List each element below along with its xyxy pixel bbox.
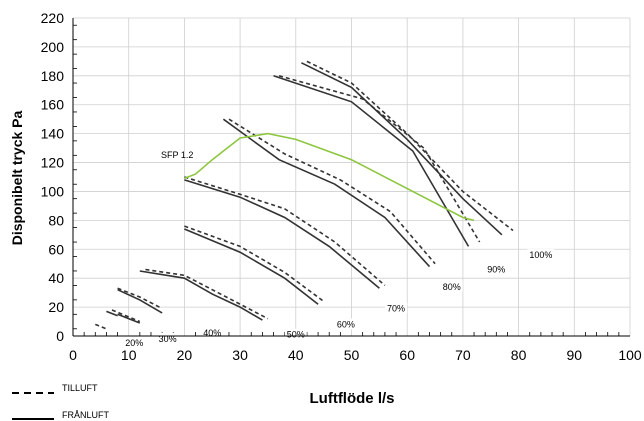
grid (72, 17, 631, 337)
x-tick-label: 0 (69, 347, 77, 363)
fan-speed-label-bg (440, 280, 463, 292)
tilluft-curve-70 (184, 176, 386, 287)
fan-speed-label: 80% (440, 280, 463, 292)
fan-speed-label: 30% (156, 332, 179, 344)
x-tick-label: 90 (567, 347, 583, 363)
fan-speed-label: 90% (485, 263, 508, 275)
franluft-curve-100 (301, 62, 503, 236)
y-tick-label: 60 (48, 241, 64, 257)
y-tick-label: 200 (41, 39, 65, 55)
fan-speed-text: 30% (159, 334, 177, 344)
fan-speed-text: 40% (203, 328, 221, 338)
fan-speed-label: 60% (334, 318, 357, 330)
fan-speed-label: 100% (527, 249, 555, 261)
x-tick-label: 50 (344, 347, 360, 363)
y-tick-label: 140 (41, 126, 65, 142)
fan-speed-label-bg (284, 328, 307, 340)
fan-speed-label: 20% (123, 337, 146, 349)
y-tick-label: 0 (56, 328, 64, 344)
fan-speed-label-bg (201, 327, 224, 339)
x-tick-label: 30 (232, 347, 248, 363)
y-axis-title: Disponibelt tryck Pa (9, 110, 25, 245)
legend-label-franluft: FRÅNLUFT (62, 410, 110, 420)
tilluft-curve-90 (278, 75, 481, 243)
fan-speed-text: 80% (443, 282, 461, 292)
fan-speed-label-bg (334, 318, 357, 330)
y-tick-label: 20 (48, 299, 64, 315)
tilluft-curve-100 (306, 60, 514, 232)
x-axis-title: Luftflöde l/s (310, 390, 395, 407)
y-tick-label: 160 (41, 97, 65, 113)
y-tick-label: 80 (48, 212, 64, 228)
y-tick-label: 100 (41, 183, 65, 199)
fan-speed-label: 40% (201, 327, 224, 339)
sfp-curve (184, 132, 475, 222)
franluft-curve-70 (184, 179, 380, 289)
franluft-curve-80 (222, 118, 431, 268)
fan-speed-text: 100% (529, 250, 552, 260)
curves (95, 60, 514, 330)
fan-speed-text: 60% (337, 319, 355, 329)
x-tick-label: 40 (288, 347, 304, 363)
fan-speed-label-bg (485, 263, 508, 275)
tick-labels: 0 10 20 30 40 50 60 70 80 90 100 0 20 40 60 80 100 120 140… (41, 10, 642, 363)
franluft-curve-90 (273, 75, 470, 247)
x-tick-label: 80 (511, 347, 527, 363)
x-tick-label: 10 (121, 347, 137, 363)
fan-speed-text: 90% (487, 265, 505, 275)
tilluft-curve-40 (117, 287, 163, 310)
y-tick-label: 180 (41, 68, 65, 84)
franluft-curve-50 (139, 270, 263, 321)
legend: TILLUFT FRÅNLUFT (12, 383, 110, 420)
fan-speed-label-bg (123, 337, 146, 349)
fan-speed-label-bg (527, 249, 555, 261)
franluft-curve-40 (117, 288, 163, 314)
franluft-curve-20 (106, 310, 118, 317)
tilluft-curve-60 (184, 225, 325, 302)
franluft-curve-30 (117, 313, 141, 324)
fan-speed-text: 50% (287, 330, 305, 340)
y-tick-label: 120 (41, 155, 65, 171)
x-tick-label: 20 (177, 347, 193, 363)
fan-speed-label: 70% (385, 302, 408, 314)
x-tick-label: 100 (618, 347, 642, 363)
fan-speed-label-bg (385, 302, 408, 314)
x-tick-label: 70 (455, 347, 471, 363)
x-tick-label: 60 (399, 347, 415, 363)
tilluft-curve-50 (145, 268, 269, 320)
y-tick-label: 40 (48, 270, 64, 286)
fan-speed-label-bg (156, 332, 179, 344)
tilluft-curve-30 (111, 309, 141, 323)
franluft-curve-60 (184, 228, 319, 305)
fan-speed-label: 50% (284, 328, 307, 340)
tilluft-curve-80 (228, 118, 436, 265)
legend-label-tilluft: TILLUFT (62, 383, 98, 393)
y-tick-label: 220 (41, 10, 65, 26)
tilluft-curve-20 (95, 323, 107, 330)
fan-speed-text: 20% (125, 338, 143, 348)
sfp-label: SFP 1.2 (161, 150, 193, 160)
fan-speed-labels: 20% 30% 40% 50% 60% 70% 80% 90% 100% (123, 249, 555, 349)
fan-speed-text: 70% (387, 304, 405, 314)
